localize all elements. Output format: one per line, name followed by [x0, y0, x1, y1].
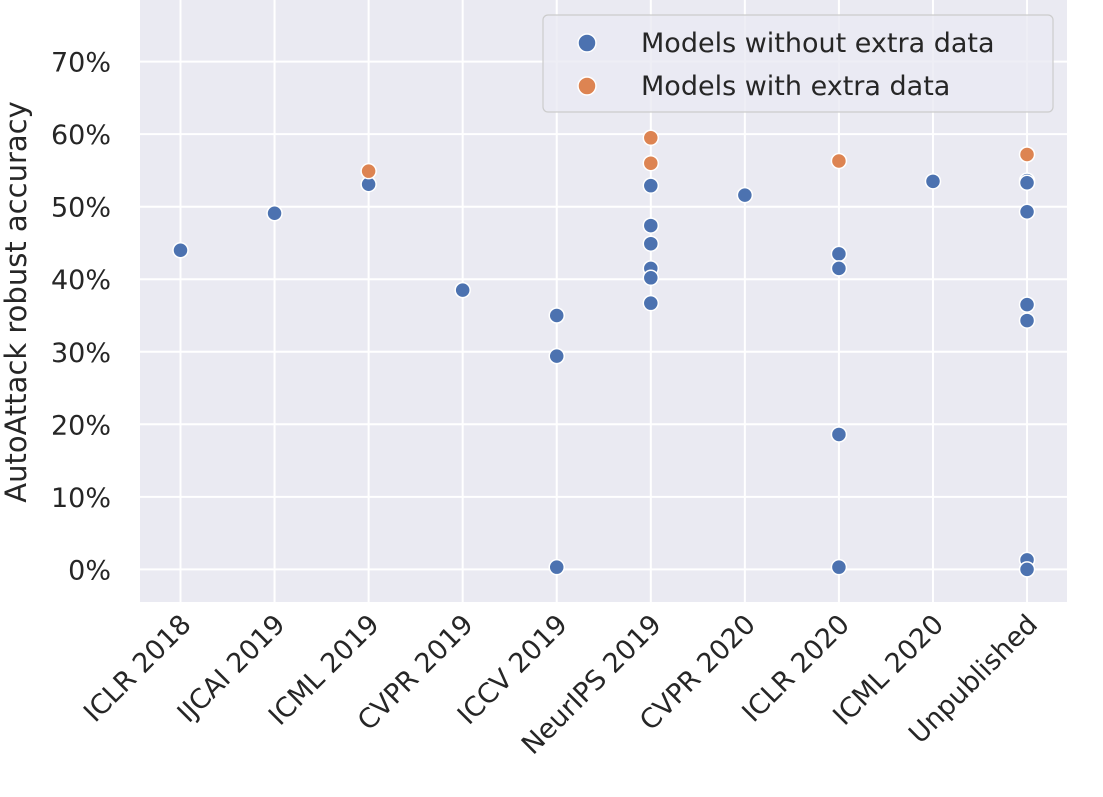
point-without-extra-data	[548, 347, 565, 365]
y-tick-label: 30%	[51, 338, 111, 369]
point-without-extra-data	[736, 186, 754, 204]
y-tick-label: 10%	[51, 483, 111, 514]
point-with-extra-data	[642, 129, 660, 147]
point-without-extra-data	[642, 177, 660, 194]
point-without-extra-data	[548, 307, 565, 324]
legend-marker-with-extra-data	[577, 76, 597, 96]
y-tick-label: 70%	[51, 48, 111, 79]
y-tick-label: 50%	[51, 193, 111, 224]
point-with-extra-data	[642, 154, 660, 172]
legend-box	[542, 14, 1054, 113]
point-with-extra-data	[830, 152, 848, 170]
point-without-extra-data	[830, 245, 848, 263]
y-tick-labels: 0% 10% 20% 30% 40% 50% 60% 70%	[51, 48, 111, 587]
y-tick-label: 60%	[51, 120, 111, 151]
y-tick-label: 20%	[51, 410, 111, 441]
legend: Models without extra data Models with ex…	[542, 14, 1054, 113]
point-without-extra-data	[1018, 312, 1036, 329]
y-tick-label: 0%	[68, 555, 111, 586]
legend-marker-without-extra-data	[577, 33, 597, 53]
point-without-extra-data	[642, 235, 660, 252]
point-with-extra-data	[360, 162, 377, 180]
point-without-extra-data	[1018, 174, 1036, 192]
point-without-extra-data	[642, 217, 660, 234]
y-tick-label: 40%	[51, 265, 111, 296]
point-with-extra-data	[1018, 146, 1036, 163]
point-without-extra-data	[924, 173, 942, 190]
point-without-extra-data	[266, 204, 283, 222]
point-without-extra-data	[1018, 561, 1036, 578]
point-without-extra-data	[548, 558, 565, 576]
data-points	[172, 129, 1036, 578]
legend-label-without-extra-data: Models without extra data	[641, 28, 995, 59]
point-without-extra-data	[454, 281, 471, 299]
point-without-extra-data	[830, 558, 848, 576]
point-without-extra-data	[172, 241, 189, 259]
point-without-extra-data	[642, 294, 660, 312]
point-without-extra-data	[1018, 203, 1036, 221]
point-without-extra-data	[1018, 296, 1036, 313]
y-axis-label: AutoAttack robust accuracy	[0, 101, 33, 502]
grid-lines	[140, 0, 1067, 602]
point-without-extra-data	[642, 269, 660, 287]
point-without-extra-data	[830, 426, 848, 443]
legend-label-with-extra-data: Models with extra data	[641, 71, 950, 102]
point-without-extra-data	[830, 260, 848, 277]
